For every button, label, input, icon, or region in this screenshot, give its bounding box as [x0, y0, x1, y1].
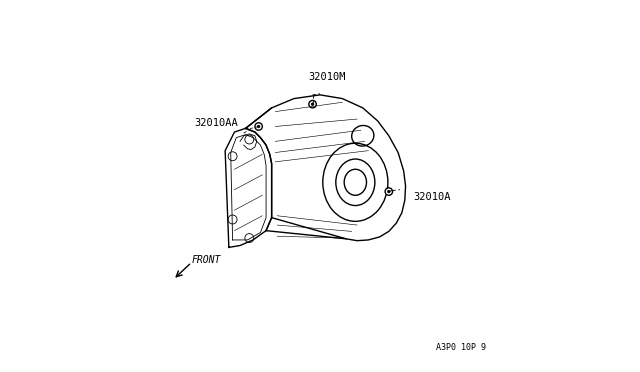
Circle shape: [309, 100, 316, 108]
Text: FRONT: FRONT: [191, 256, 221, 265]
Circle shape: [385, 188, 392, 195]
Circle shape: [257, 125, 260, 128]
Text: 32010AA: 32010AA: [195, 118, 238, 128]
Text: 32010M: 32010M: [308, 72, 346, 82]
Circle shape: [255, 123, 262, 130]
Text: A3P0 10P 9: A3P0 10P 9: [436, 343, 486, 352]
Circle shape: [311, 103, 314, 106]
Text: 32010A: 32010A: [413, 192, 451, 202]
Circle shape: [387, 190, 390, 193]
